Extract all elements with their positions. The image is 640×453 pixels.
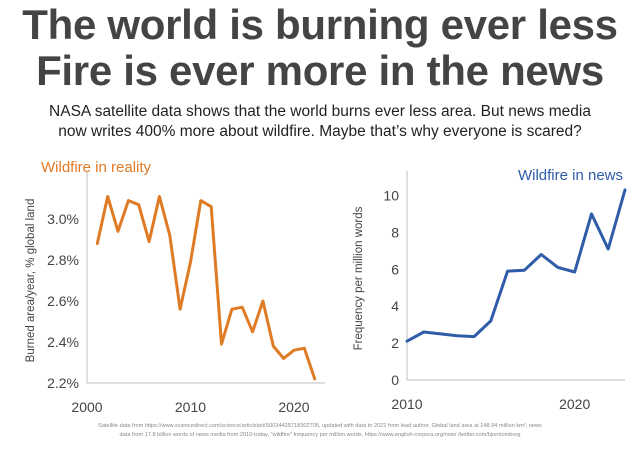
y-tick-label: 10 (383, 187, 399, 203)
y-tick-label: 0 (391, 372, 399, 388)
main-title-line2: Fire is ever more in the news (36, 47, 604, 94)
series-annotation-label: Wildfire in news (518, 167, 623, 184)
chart-wildfire-reality: 2.2% 2.4% 2.6% 2.8% 3.0% 2000 2010 2020 Burned a… (25, 159, 325, 415)
y-tick-label: 2 (391, 335, 399, 351)
main-title-line1: The world is burning ever less (22, 1, 618, 48)
x-tick-label: 2020 (278, 399, 309, 415)
y-axis-label: Frequency per million words (353, 206, 365, 350)
x-tick-label: 2020 (559, 396, 590, 412)
chart-wildfire-news: 0 2 4 6 8 10 2010 2020 Frequency per million wor… (353, 167, 627, 412)
series-line (405, 188, 627, 343)
x-tick-label: 2010 (175, 399, 206, 415)
x-tick-label: 2010 (391, 396, 422, 412)
y-tick-label: 3.0% (47, 211, 79, 227)
subtitle-line1: NASA satellite data shows that the world… (49, 103, 591, 120)
y-tick-label: 4 (391, 298, 399, 314)
y-tick-label: 6 (391, 261, 399, 277)
x-tick-label: 2000 (71, 399, 102, 415)
y-tick-label: 2.2% (47, 375, 79, 391)
y-tick-label: 2.8% (47, 252, 79, 268)
y-tick-label: 2.4% (47, 334, 79, 350)
subtitle-line2: now writes 400% more about wildfire. May… (58, 123, 582, 140)
series-annotation-label: Wildfire in reality (41, 159, 152, 176)
y-tick-label: 2.6% (47, 293, 79, 309)
y-axis-label: Burned area/year, % global land (25, 199, 37, 363)
series-line (95, 195, 317, 381)
y-tick-label: 8 (391, 224, 399, 240)
footnote-line1: Satellite data from https://www.scienced… (98, 423, 542, 429)
footnote-line2: data from 17.8 billion words of news med… (119, 432, 521, 438)
